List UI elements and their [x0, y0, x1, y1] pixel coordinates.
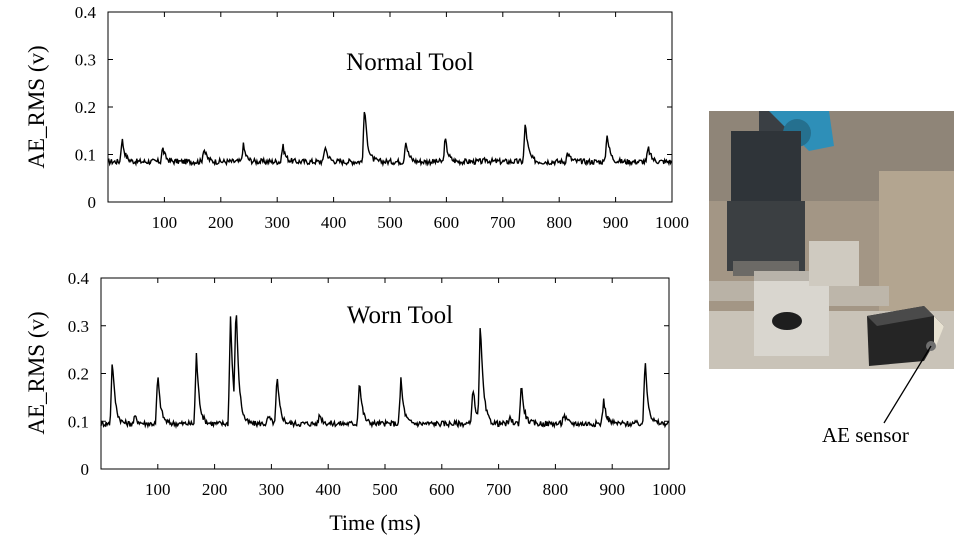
- y-tick-label: 0.2: [68, 365, 89, 384]
- x-tick-label: 500: [377, 213, 403, 232]
- y-axis-label: AE_RMS (v): [24, 311, 49, 434]
- x-tick-label: 800: [546, 213, 572, 232]
- x-tick-label: 300: [264, 213, 290, 232]
- plot-annotation: Worn Tool: [347, 302, 453, 329]
- x-tick-label: 900: [599, 480, 625, 499]
- x-tick-label: 200: [202, 480, 228, 499]
- y-tick-label: 0.3: [68, 317, 89, 336]
- x-tick-label: 600: [434, 213, 460, 232]
- y-axis-label: AE_RMS (v): [24, 45, 49, 168]
- y-tick-label: 0: [88, 193, 97, 212]
- x-tick-label: 200: [208, 213, 234, 232]
- x-tick-label: 800: [543, 480, 569, 499]
- x-axis-label: Time (ms): [329, 510, 420, 535]
- ae-rms-trace: [100, 315, 670, 430]
- y-tick-label: 0.1: [68, 412, 89, 431]
- x-tick-label: 400: [315, 480, 341, 499]
- plot-annotation: Normal Tool: [346, 49, 474, 76]
- ae-sensor-label: AE sensor: [822, 423, 909, 447]
- x-tick-label: 700: [490, 213, 516, 232]
- y-tick-label: 0.2: [75, 98, 96, 117]
- x-tick-label: 100: [145, 480, 171, 499]
- milling-setup-photo: [709, 111, 954, 369]
- x-tick-label: 1000: [655, 213, 689, 232]
- x-tick-label: 400: [321, 213, 347, 232]
- x-tick-label: 300: [259, 480, 285, 499]
- y-tick-label: 0.4: [68, 269, 90, 288]
- normal-tool-plot: 0 0.1 0.2 0.3 0.4 100 200 300 400 500 600 700 800 900…: [24, 3, 689, 232]
- x-tick-label: 700: [486, 480, 512, 499]
- x-tick-label: 600: [429, 480, 455, 499]
- ae-rms-trace: [107, 111, 673, 168]
- y-tick-label: 0.1: [75, 146, 96, 165]
- x-tick-label: 100: [152, 213, 178, 232]
- y-tick-label: 0.4: [75, 3, 97, 22]
- worn-tool-plot: 0 0.1 0.2 0.3 0.4 100 200 300 400 500 600 700 800 900…: [24, 269, 686, 535]
- x-tick-label: 900: [603, 213, 629, 232]
- y-tick-label: 0.3: [75, 51, 96, 70]
- plot-frame: [107, 11, 673, 203]
- x-tick-label: 1000: [652, 480, 686, 499]
- y-tick-label: 0: [81, 460, 90, 479]
- x-tick-label: 500: [372, 480, 398, 499]
